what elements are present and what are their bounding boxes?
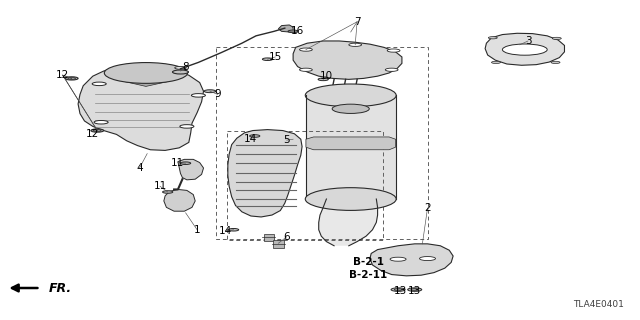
Text: 13: 13 — [394, 285, 406, 296]
Ellipse shape — [488, 36, 497, 39]
Ellipse shape — [332, 104, 369, 114]
Text: 12: 12 — [56, 70, 69, 80]
Ellipse shape — [387, 49, 400, 52]
Ellipse shape — [420, 257, 436, 260]
Polygon shape — [485, 33, 564, 65]
Ellipse shape — [394, 289, 402, 291]
Ellipse shape — [385, 68, 398, 71]
Ellipse shape — [93, 130, 101, 132]
Polygon shape — [125, 77, 168, 86]
Bar — [216, 47, 428, 239]
Text: 10: 10 — [320, 71, 333, 81]
Text: B-2-1: B-2-1 — [353, 257, 383, 267]
Ellipse shape — [173, 70, 188, 74]
Text: 14: 14 — [219, 226, 232, 236]
Ellipse shape — [305, 84, 396, 107]
Polygon shape — [278, 25, 293, 32]
Ellipse shape — [502, 44, 547, 55]
Text: 16: 16 — [291, 26, 304, 36]
Polygon shape — [178, 159, 204, 180]
Text: 7: 7 — [354, 17, 360, 27]
Ellipse shape — [318, 78, 328, 81]
Ellipse shape — [250, 135, 260, 137]
Text: 3: 3 — [525, 36, 531, 46]
Polygon shape — [306, 95, 396, 199]
Polygon shape — [228, 130, 302, 217]
Text: 15: 15 — [269, 52, 282, 62]
Text: 9: 9 — [214, 89, 221, 100]
Bar — [227, 131, 383, 240]
Ellipse shape — [204, 90, 216, 92]
Ellipse shape — [349, 43, 362, 46]
Ellipse shape — [408, 288, 422, 292]
Ellipse shape — [65, 77, 78, 80]
Ellipse shape — [390, 257, 406, 261]
Ellipse shape — [163, 191, 173, 193]
Ellipse shape — [91, 129, 104, 132]
Text: 11: 11 — [172, 157, 184, 168]
Ellipse shape — [94, 121, 108, 124]
Ellipse shape — [180, 162, 191, 164]
Polygon shape — [293, 41, 402, 79]
Polygon shape — [273, 240, 284, 248]
Text: 5: 5 — [284, 135, 290, 145]
Ellipse shape — [492, 61, 500, 63]
Polygon shape — [164, 189, 195, 211]
Text: 14: 14 — [244, 134, 257, 144]
Ellipse shape — [175, 66, 186, 69]
Ellipse shape — [552, 37, 561, 39]
Text: TLA4E0401: TLA4E0401 — [573, 300, 624, 309]
Text: 4: 4 — [136, 163, 143, 173]
Text: 2: 2 — [424, 203, 431, 213]
Ellipse shape — [228, 228, 239, 231]
Text: 12: 12 — [86, 129, 99, 140]
Ellipse shape — [191, 93, 205, 97]
Text: 6: 6 — [284, 232, 290, 242]
Ellipse shape — [411, 289, 419, 291]
Polygon shape — [78, 66, 204, 150]
Ellipse shape — [391, 288, 405, 292]
Ellipse shape — [262, 58, 273, 60]
Text: 8: 8 — [182, 62, 189, 72]
Ellipse shape — [104, 63, 188, 83]
Ellipse shape — [92, 82, 106, 85]
Text: 13: 13 — [408, 285, 421, 296]
Ellipse shape — [300, 48, 312, 51]
Text: 11: 11 — [154, 181, 166, 191]
Ellipse shape — [180, 124, 194, 128]
Text: 1: 1 — [194, 225, 200, 235]
Polygon shape — [264, 234, 274, 241]
Ellipse shape — [288, 30, 298, 33]
Ellipse shape — [551, 61, 560, 63]
Ellipse shape — [68, 77, 76, 79]
Polygon shape — [319, 199, 378, 246]
Ellipse shape — [305, 188, 396, 211]
Polygon shape — [370, 244, 453, 276]
Ellipse shape — [300, 68, 312, 71]
Polygon shape — [306, 137, 396, 150]
Text: FR.: FR. — [49, 282, 72, 294]
Text: B-2-11: B-2-11 — [349, 269, 387, 280]
